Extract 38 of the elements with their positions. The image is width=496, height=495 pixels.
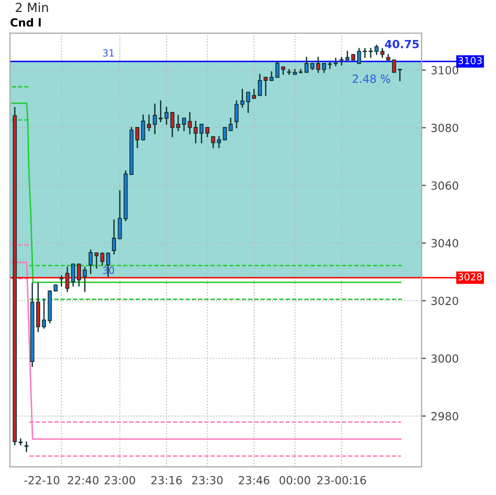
candlestick: [112, 219, 116, 255]
candlestick: [82, 266, 87, 292]
y-tick-label: 3080: [431, 124, 458, 132]
candlestick: [88, 249, 93, 274]
annotation: 2.48 %: [352, 74, 390, 83]
candlestick: [217, 136, 222, 148]
x-tick-label: 00:00: [280, 476, 310, 484]
text: Cnd l: [10, 18, 41, 27]
x-tick-label: 23:16: [151, 476, 182, 484]
annotation: 40.75: [384, 40, 419, 48]
chart-title: 2 Min: [16, 2, 48, 12]
candlestick: [211, 136, 216, 148]
candlestick: [94, 252, 99, 269]
candlestick: [199, 124, 204, 144]
candlestick: [146, 114, 152, 132]
candlestick: [205, 126, 210, 138]
y-tick-label: 3020: [431, 296, 458, 306]
y-tick-label: 2980: [431, 412, 458, 420]
x-tick-label: 23:46: [238, 476, 270, 484]
y-tick-label: 3100: [431, 66, 458, 74]
candlestick: [76, 263, 82, 287]
candlestick: [357, 48, 362, 64]
y-tick-label: 3000: [431, 354, 458, 363]
ref-line-label: 3028: [458, 273, 482, 280]
x-tick-label: 23-00:16: [317, 476, 366, 484]
annotation: 31: [103, 49, 114, 57]
candlestick: [42, 298, 46, 329]
candlestick: [374, 44, 379, 56]
x-tick-label: -22-10 22:40: [24, 476, 98, 484]
y-tick-label: 3060: [431, 181, 458, 190]
x-tick-label: 23:00: [104, 476, 136, 484]
candlestick: [234, 100, 239, 128]
candlestick: [164, 106, 169, 125]
x-tick-label: 23:30: [192, 476, 223, 484]
ref-line-label: 3103: [458, 56, 482, 64]
candlestick: [304, 56, 309, 73]
y-tick-label: 3040: [431, 239, 458, 248]
candlestick: [182, 118, 186, 132]
